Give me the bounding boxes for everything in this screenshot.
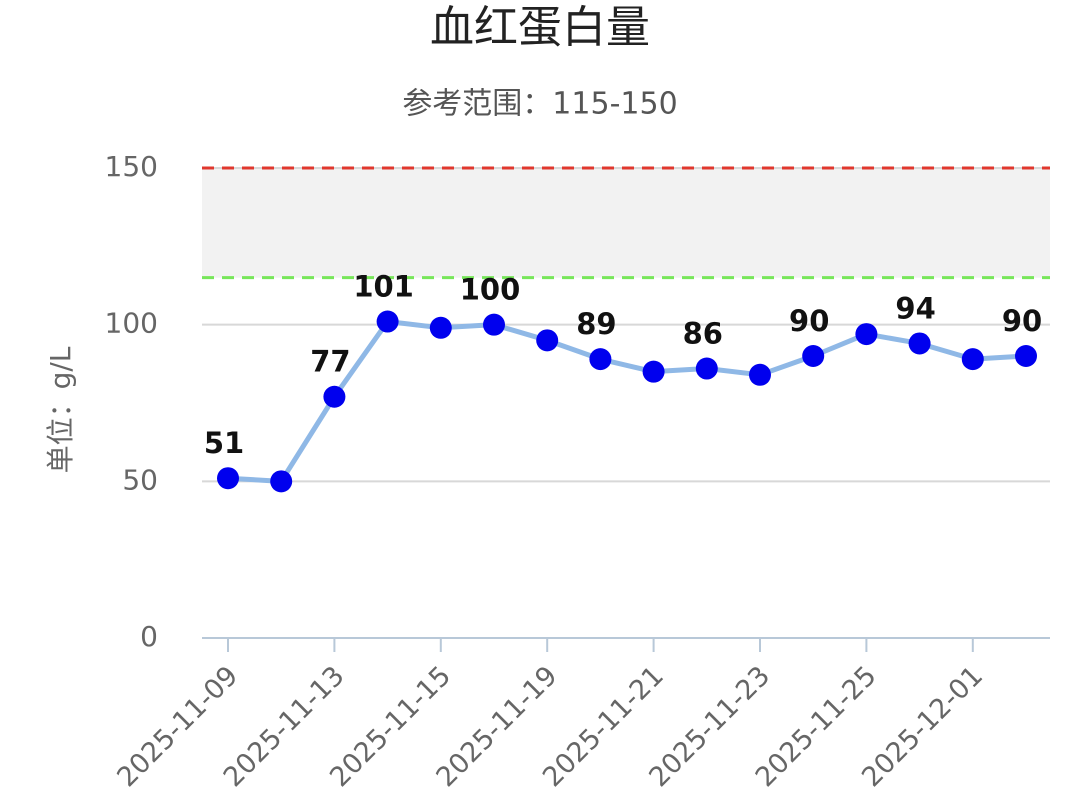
y-axis-label: 单位：g/L bbox=[44, 346, 77, 473]
data-label: 90 bbox=[789, 304, 829, 338]
data-point bbox=[536, 329, 559, 352]
data-label: 51 bbox=[204, 426, 244, 460]
series-line bbox=[227, 319, 1027, 484]
data-label: 94 bbox=[895, 291, 935, 325]
data-point bbox=[749, 363, 771, 386]
reference-band bbox=[202, 168, 1050, 278]
data-point bbox=[695, 357, 718, 380]
data-label: 101 bbox=[353, 270, 414, 304]
data-point bbox=[483, 313, 505, 336]
data-point bbox=[961, 348, 984, 371]
data-label: 86 bbox=[683, 317, 723, 351]
data-point bbox=[376, 310, 399, 333]
y-tick-label: 0 bbox=[140, 620, 158, 653]
data-point bbox=[270, 470, 293, 493]
data-point bbox=[217, 467, 239, 490]
data-point bbox=[429, 316, 452, 339]
data-label: 89 bbox=[576, 307, 616, 341]
data-label: 100 bbox=[460, 273, 521, 307]
chart-subtitle: 参考范围：115-150 bbox=[402, 87, 677, 122]
data-label: 77 bbox=[310, 345, 350, 379]
data-point bbox=[323, 385, 346, 408]
data-point bbox=[1015, 345, 1037, 367]
data-point bbox=[642, 360, 665, 383]
data-point bbox=[908, 332, 931, 355]
chart-title: 血红蛋白量 bbox=[430, 2, 650, 53]
y-tick-label: 50 bbox=[122, 463, 158, 496]
data-label: 90 bbox=[1002, 304, 1042, 338]
y-tick-label: 150 bbox=[105, 150, 158, 183]
data-point bbox=[802, 345, 825, 367]
y-tick-label: 100 bbox=[105, 307, 158, 340]
data-point bbox=[589, 348, 612, 371]
data-point bbox=[855, 323, 878, 346]
